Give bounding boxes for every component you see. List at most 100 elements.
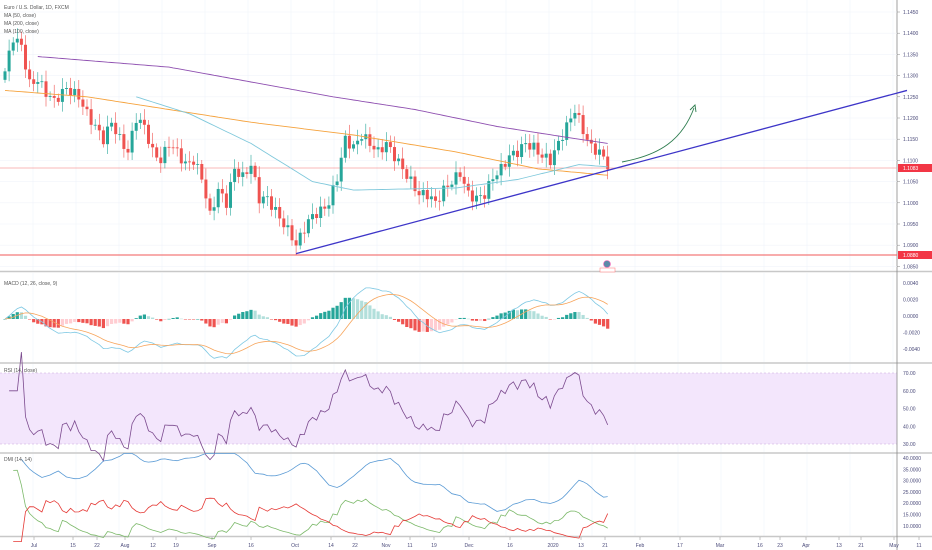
dmi-legend[interactable]: DMI (14, 14) — [4, 457, 32, 463]
candle[interactable] — [311, 203, 314, 229]
candle[interactable] — [65, 81, 68, 95]
candle[interactable] — [458, 167, 462, 182]
candle[interactable] — [438, 190, 442, 211]
candle[interactable] — [306, 214, 310, 238]
candle[interactable] — [93, 119, 97, 130]
candle[interactable] — [544, 142, 548, 168]
candle[interactable] — [290, 219, 294, 246]
candle[interactable] — [192, 155, 196, 171]
event-flags-icon[interactable] — [599, 267, 616, 273]
candle[interactable] — [44, 70, 48, 107]
candle[interactable] — [48, 91, 52, 101]
candle[interactable] — [224, 185, 228, 216]
candle[interactable] — [294, 229, 298, 256]
candle[interactable] — [315, 207, 319, 224]
candle[interactable] — [450, 180, 454, 191]
candle[interactable] — [360, 133, 364, 146]
forecast-arrow[interactable] — [621, 107, 695, 163]
candle[interactable] — [200, 159, 204, 184]
candle[interactable] — [442, 179, 446, 207]
candle[interactable] — [380, 139, 384, 160]
candle[interactable] — [114, 112, 118, 144]
candle[interactable] — [130, 122, 134, 161]
candle[interactable] — [229, 173, 232, 216]
candle[interactable] — [265, 185, 269, 206]
candle[interactable] — [446, 174, 450, 197]
candle[interactable] — [126, 140, 130, 161]
candle[interactable] — [319, 196, 323, 228]
candle[interactable] — [138, 113, 142, 129]
candle[interactable] — [241, 161, 245, 187]
candle[interactable] — [15, 28, 19, 52]
candle[interactable] — [520, 136, 524, 164]
candle[interactable] — [499, 152, 503, 186]
candle[interactable] — [507, 144, 511, 177]
candle[interactable] — [24, 35, 27, 78]
candle[interactable] — [179, 139, 183, 172]
candle[interactable] — [577, 104, 581, 123]
candle[interactable] — [528, 134, 532, 158]
candle[interactable] — [356, 129, 360, 155]
candle[interactable] — [89, 98, 93, 135]
candle[interactable] — [573, 104, 577, 126]
candle[interactable] — [19, 31, 23, 52]
candle[interactable] — [581, 105, 585, 143]
legend-ma200[interactable]: MA (200, close) — [4, 21, 39, 27]
candle[interactable] — [196, 153, 200, 175]
legend-ma50[interactable]: MA (50, close) — [4, 13, 36, 19]
candle[interactable] — [409, 165, 413, 189]
rsi-legend[interactable]: RSI (14, close) — [4, 368, 38, 374]
candle[interactable] — [298, 228, 302, 250]
candle[interactable] — [434, 188, 437, 208]
candle[interactable] — [28, 60, 32, 88]
candle[interactable] — [122, 124, 126, 158]
candle[interactable] — [561, 129, 565, 151]
candle[interactable] — [216, 182, 220, 214]
candle[interactable] — [364, 123, 368, 149]
candle[interactable] — [425, 180, 429, 208]
candle[interactable] — [565, 115, 569, 146]
candle[interactable] — [73, 81, 77, 103]
candle[interactable] — [454, 161, 458, 195]
candle[interactable] — [483, 185, 487, 208]
candle[interactable] — [118, 127, 122, 141]
candle[interactable] — [36, 72, 40, 93]
candle[interactable] — [163, 141, 167, 169]
earnings-event-icon[interactable] — [603, 260, 611, 268]
candle[interactable] — [552, 139, 556, 175]
candle[interactable] — [52, 84, 56, 108]
candle[interactable] — [151, 132, 155, 158]
candle[interactable] — [40, 74, 44, 88]
candle[interactable] — [183, 153, 187, 171]
candle[interactable] — [602, 146, 606, 160]
candle[interactable] — [81, 90, 85, 116]
candle[interactable] — [372, 136, 376, 158]
candle[interactable] — [532, 134, 536, 157]
candle[interactable] — [208, 193, 212, 215]
candle[interactable] — [159, 146, 163, 173]
candle[interactable] — [286, 215, 290, 237]
candle[interactable] — [220, 179, 224, 203]
candle[interactable] — [155, 143, 159, 162]
candle[interactable] — [343, 130, 347, 163]
candle[interactable] — [557, 136, 560, 155]
candle[interactable] — [598, 138, 601, 165]
legend-ma100[interactable]: MA (100, close) — [4, 29, 39, 35]
candle[interactable] — [327, 196, 331, 217]
candle[interactable] — [56, 93, 60, 106]
candle[interactable] — [585, 126, 589, 147]
candle[interactable] — [388, 135, 392, 153]
candle[interactable] — [69, 77, 73, 105]
candle[interactable] — [212, 196, 216, 221]
candle[interactable] — [188, 151, 191, 171]
candle[interactable] — [331, 175, 335, 214]
candle[interactable] — [606, 145, 610, 180]
candle[interactable] — [253, 162, 257, 181]
candle[interactable] — [466, 176, 470, 197]
candle[interactable] — [245, 167, 249, 179]
candle[interactable] — [142, 109, 146, 135]
candle[interactable] — [569, 108, 573, 132]
candle[interactable] — [77, 80, 81, 108]
candle[interactable] — [110, 117, 114, 132]
candle[interactable] — [384, 132, 388, 162]
